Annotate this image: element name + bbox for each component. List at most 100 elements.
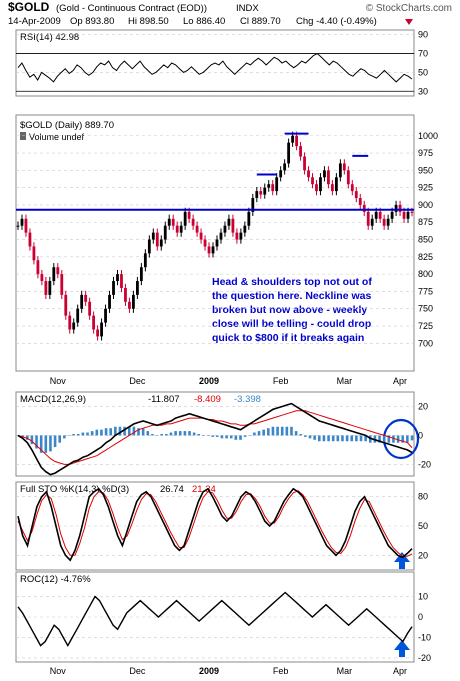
price-candle-body	[128, 301, 131, 309]
macd-histogram-bar	[146, 431, 150, 436]
price-candle-body	[159, 239, 163, 247]
macd-histogram-bar	[359, 435, 363, 442]
macd-histogram-bar	[285, 426, 289, 436]
macd-histogram-bar	[253, 432, 256, 436]
price-candle-body	[235, 232, 239, 240]
macd-value: -11.807	[148, 394, 180, 405]
price-candle-body	[155, 232, 159, 247]
macd-histogram-bar	[76, 434, 80, 436]
price-candle-body	[255, 191, 259, 199]
price-candle-body	[366, 211, 370, 226]
price-candle-body	[342, 163, 346, 171]
sto-up-arrow-icon	[394, 552, 410, 569]
macd-histogram-bar	[327, 435, 330, 442]
sto-d-value: 21.34	[192, 484, 216, 495]
x-axis-label-bottom: Feb	[273, 666, 289, 676]
macd-histogram-bar	[95, 429, 99, 436]
sto-title: Full STO %K(14,3) %D(3)	[20, 484, 129, 495]
price-candle-body	[382, 218, 386, 226]
price-candle-body	[227, 218, 231, 226]
macd-histogram-bar	[331, 435, 335, 442]
macd-histogram-bar	[141, 428, 145, 436]
price-candle-body	[311, 177, 314, 185]
price-candle-body	[100, 322, 103, 337]
down-arrow-icon	[405, 19, 413, 25]
macd-histogram-bar	[183, 431, 187, 436]
price-candle-body	[267, 184, 271, 188]
macd-histogram-bar	[387, 435, 391, 443]
price-candle-body	[410, 211, 414, 213]
price-candle-body	[139, 267, 143, 282]
price-candle-body	[299, 146, 302, 157]
macd-histogram-bar	[44, 435, 48, 453]
price-candle-body	[24, 218, 28, 233]
sto-k-line	[17, 487, 413, 562]
price-candle-body	[239, 232, 243, 240]
macd-histogram-bar	[294, 431, 298, 436]
price-tick-label: 800	[418, 269, 433, 279]
annotation-line: close will be telling - could drop	[212, 318, 371, 330]
price-candle-body	[96, 329, 99, 337]
macd-histogram-bar	[206, 435, 210, 436]
price-candle-body	[338, 163, 342, 178]
price-tick-label: 875	[418, 217, 433, 227]
macd-histogram-bar	[401, 435, 405, 443]
price-candle-body	[374, 211, 378, 219]
x-axis-label-bottom: Mar	[337, 666, 353, 676]
price-candle-body	[171, 218, 175, 226]
price-candle-body	[223, 225, 227, 233]
price-candle-body	[116, 274, 119, 282]
price-tick-label: 750	[418, 304, 433, 314]
price-candle-body	[56, 267, 60, 275]
price-candle-body	[275, 177, 279, 192]
roc-tick-label: -20	[418, 653, 431, 663]
price-candle-body	[323, 170, 326, 178]
price-candle-body	[219, 232, 223, 240]
price-candle-body	[143, 253, 147, 268]
x-axis-label: Apr	[393, 376, 407, 386]
rsi-tick-label: 30	[418, 86, 428, 96]
price-candle-body	[132, 294, 135, 309]
price-candle-body	[20, 218, 24, 226]
macd-histogram-bar	[104, 428, 108, 436]
macd-histogram-bar	[322, 435, 326, 442]
price-candle-body	[147, 239, 151, 254]
macd-histogram-bar	[30, 435, 34, 445]
macd-histogram-bar	[239, 435, 242, 440]
price-candle-body	[28, 232, 32, 247]
price-candle-body	[120, 274, 123, 288]
quote-open: Op 893.80	[70, 16, 114, 27]
macd-histogram-bar	[317, 435, 321, 442]
macd-histogram-bar	[118, 426, 122, 436]
macd-histogram-bar	[280, 426, 284, 436]
macd-histogram-bar	[243, 435, 247, 437]
roc-title: ROC(12) -4.76%	[20, 574, 91, 585]
macd-histogram-bar	[276, 426, 279, 436]
macd-histogram-bar	[63, 435, 66, 439]
price-candle-body	[307, 170, 310, 178]
price-candle-body	[390, 211, 394, 219]
x-axis-label-bottom: Nov	[50, 666, 67, 676]
macd-panel	[15, 391, 415, 477]
price-candle-body	[151, 232, 155, 240]
roc-line	[17, 591, 413, 648]
price-candle-body	[112, 281, 115, 295]
roc-up-arrow-icon	[394, 640, 410, 657]
macd-histogram-bar	[197, 434, 201, 436]
macd-histogram-bar	[290, 426, 293, 436]
price-candle-body	[167, 218, 171, 226]
macd-histogram-bar	[35, 435, 38, 449]
sto-d-line	[17, 490, 413, 557]
annotation-line: quick to $800 if it breaks again	[212, 332, 364, 344]
price-candle-body	[231, 218, 235, 233]
price-tick-label: 775	[418, 286, 433, 296]
x-axis-label-bottom: Apr	[393, 666, 407, 676]
quote-close: Cl 889.70	[240, 16, 281, 27]
price-candle-body	[163, 225, 167, 240]
exchange: INDX	[236, 3, 259, 14]
price-candle-body	[346, 170, 350, 185]
macd-histogram-bar	[345, 435, 349, 442]
price-candle-body	[402, 211, 406, 219]
price-candle-body	[350, 184, 354, 192]
price-candle-body	[303, 156, 306, 171]
